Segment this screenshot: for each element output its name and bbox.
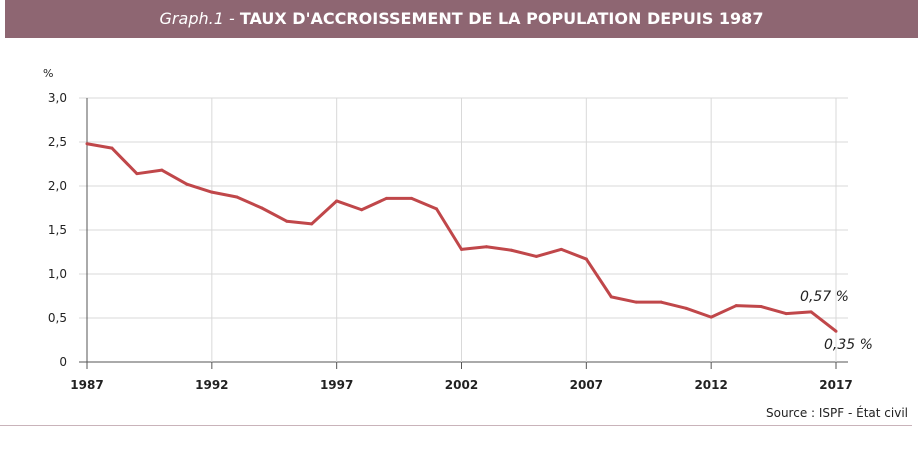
x-tick-label: 2007 bbox=[570, 378, 603, 392]
bottom-divider bbox=[0, 425, 912, 426]
x-tick-label: 2012 bbox=[694, 378, 727, 392]
data-point bbox=[584, 257, 588, 261]
x-tick-label: 2017 bbox=[819, 378, 852, 392]
data-point bbox=[809, 310, 813, 314]
data-point bbox=[609, 295, 613, 299]
data-point bbox=[834, 329, 838, 333]
y-tick-label: 2,5 bbox=[48, 135, 67, 149]
data-point bbox=[385, 196, 389, 200]
y-tick-label: 1,5 bbox=[48, 223, 67, 237]
data-point bbox=[360, 208, 364, 212]
data-point bbox=[659, 300, 663, 304]
data-point bbox=[335, 199, 339, 203]
data-label: 0,57 % bbox=[800, 289, 849, 305]
data-point bbox=[684, 306, 688, 310]
chart-title-banner: Graph.1 - TAUX D'ACCROISSEMENT DE LA POP… bbox=[5, 0, 918, 38]
data-point bbox=[285, 219, 289, 223]
data-point bbox=[784, 312, 788, 316]
source-note: Source : ISPF - État civil bbox=[765, 406, 908, 420]
data-point bbox=[634, 300, 638, 304]
data-point bbox=[410, 196, 414, 200]
x-tick-label: 2002 bbox=[445, 378, 478, 392]
data-label: 0,35 % bbox=[824, 337, 873, 353]
data-point bbox=[160, 168, 164, 172]
x-tick-label: 1987 bbox=[70, 378, 103, 392]
chart-title: TAUX D'ACCROISSEMENT DE LA POPULATION DE… bbox=[239, 9, 764, 28]
data-point bbox=[509, 248, 513, 252]
y-tick-label: 0 bbox=[59, 355, 67, 369]
data-point bbox=[310, 222, 314, 226]
graph-number: Graph.1 - bbox=[159, 9, 235, 28]
data-point bbox=[734, 304, 738, 308]
data-point bbox=[135, 172, 139, 176]
data-point bbox=[260, 206, 264, 210]
data-point bbox=[559, 247, 563, 251]
x-tick-label: 1992 bbox=[195, 378, 228, 392]
y-tick-label: 2,0 bbox=[48, 179, 67, 193]
data-point bbox=[185, 182, 189, 186]
data-point bbox=[435, 207, 439, 211]
data-point bbox=[759, 305, 763, 309]
data-point bbox=[235, 195, 239, 199]
data-point bbox=[484, 245, 488, 249]
data-point bbox=[460, 247, 463, 251]
data-point bbox=[534, 254, 538, 258]
data-point bbox=[85, 142, 89, 146]
y-tick-label: 1,0 bbox=[48, 267, 67, 281]
data-point bbox=[210, 190, 214, 194]
data-point bbox=[110, 146, 114, 150]
x-tick-label: 1997 bbox=[320, 378, 353, 392]
data-point bbox=[709, 315, 713, 319]
y-tick-label: 0,5 bbox=[48, 311, 67, 325]
y-tick-label: 3,0 bbox=[48, 91, 67, 105]
y-axis-unit: % bbox=[43, 67, 53, 80]
